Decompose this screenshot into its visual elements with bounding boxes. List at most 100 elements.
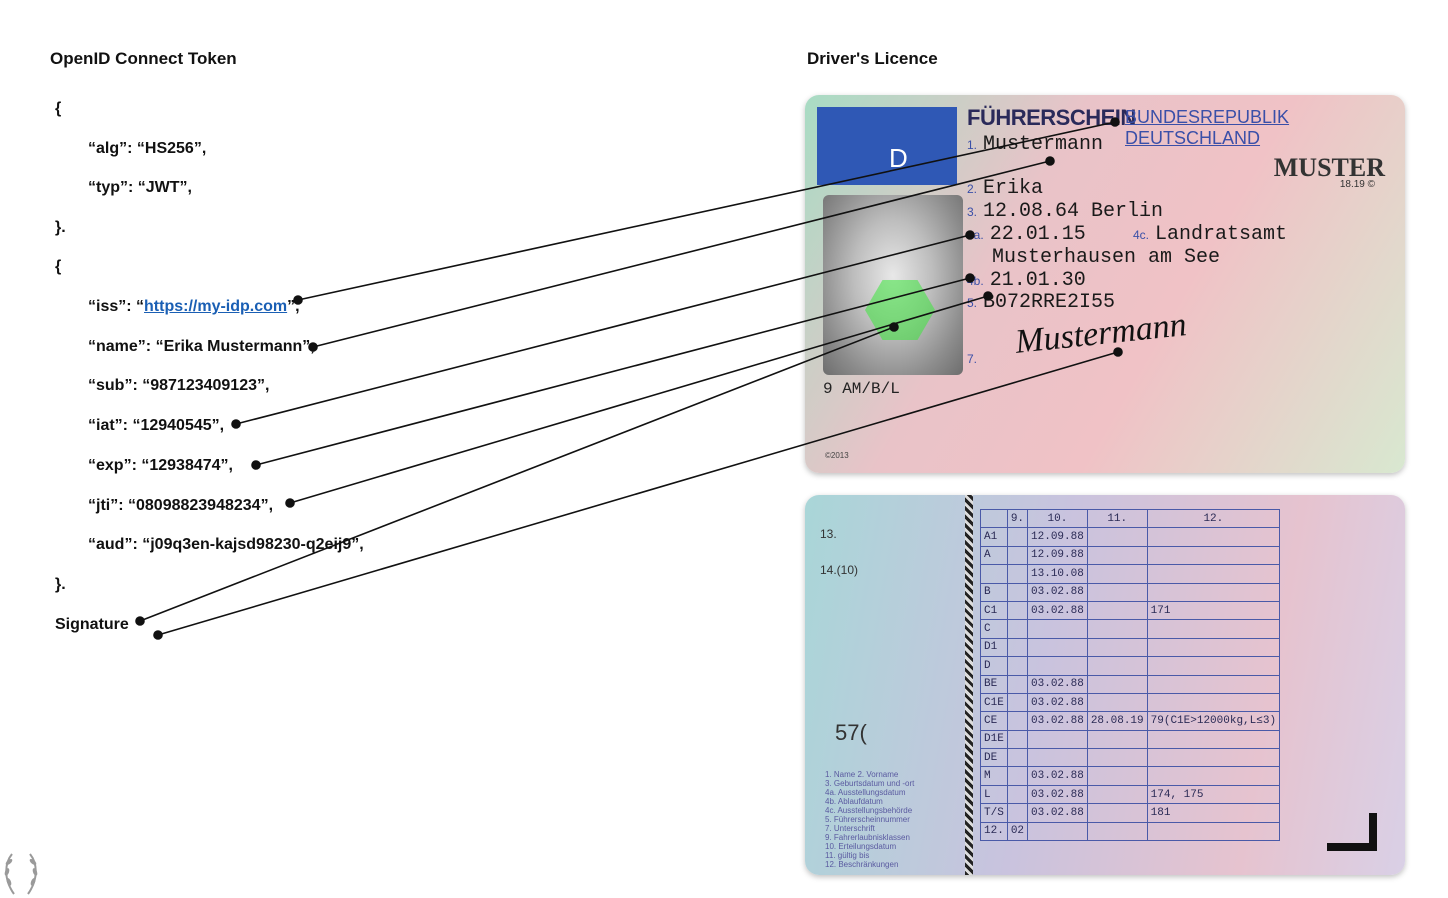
table-row: C1 03.02.88 171 [980,600,1281,621]
table-row: B 03.02.88 [980,582,1281,602]
token-brace-close-header: }. [55,219,66,236]
table-row: DE [980,748,1281,768]
token-heading: OpenID Connect Token [50,49,237,68]
field-surname: 1. Mustermann [967,133,1103,156]
connector-dot [308,342,318,352]
token-signature: Signature [55,616,129,633]
table-row: M 03.02.88 [980,766,1281,786]
field-signature-label: 7. [967,347,983,370]
muster-stamp: MUSTER [1273,153,1385,182]
field-authority: 4c. Landratsamt [1133,223,1287,246]
token-name: “name”: “Erika Mustermann”, [88,338,315,355]
table-cell: 79(C1E>12000kg,L≤3) [1146,711,1281,731]
licence-heading: Driver's Licence [807,49,938,68]
connector-dot [965,273,975,283]
field-birth: 3. 12.08.64 Berlin [967,200,1163,223]
connector-dot [965,230,975,240]
field-value: 21.01.30 [989,269,1086,292]
table-row: A 12.09.88 [980,545,1281,566]
back-security-strip [965,495,973,875]
table-header-row: 9. 10. 11. 12. [980,508,1281,529]
table-cell: 03.02.88 [1027,582,1088,602]
connector-signature-photo [139,326,895,622]
field-value: Landratsamt [1155,223,1288,246]
connector-dot [135,616,145,626]
field-num: 4c. [1133,228,1150,242]
licence-title: FÜHRERSCHEIN [967,105,1136,130]
table-cell: 03.02.88 [1027,803,1088,823]
token-iss-link[interactable]: https://my-idp.com [144,298,288,315]
legend-line: 10. Erteilungsdatum [825,842,897,851]
connector-iss [297,121,1116,301]
field-num: 2. [967,182,978,196]
legend-line: 4a. Ausstellungsdatum [825,788,906,797]
legend-line: 4b. Ablaufdatum [825,797,883,806]
table-row: C [980,619,1281,639]
connector-dot [285,498,295,508]
field-num: 3. [967,205,978,219]
connector-dot [983,291,993,301]
legend-line: 3. Geburtsdatum und -ort [825,779,915,788]
table-cell: 03.02.88 [1027,766,1088,786]
laurel-logo-icon [4,853,38,895]
field-num: 7. [967,352,978,366]
back-code-icon [1327,813,1377,851]
connector-dot [1045,156,1055,166]
back-stamp: 57( [835,720,867,745]
legend-line: 7. Unterschrift [825,824,875,833]
connector-dot [293,295,303,305]
legend-line: 11. gültig bis [825,851,870,860]
licence-class-table: 9. 10. 11. 12. A1 12.09.88 A 12.09.88 13.10.08 B 0… [980,508,1281,842]
table-cell: 12.09.88 [1027,545,1088,566]
table-row: L 03.02.88 174, 175 [980,784,1281,805]
table-cell: CE [980,711,1008,731]
eu-country-letter: D [889,143,908,173]
token-sub: “sub”: “987123409123”, [88,377,270,394]
table-cell: 02 [1006,821,1029,842]
field-value: B072RRE2I55 [983,291,1116,314]
token-typ: “typ”: “JWT”, [88,179,192,196]
connector-dot [889,322,899,332]
token-iat: “iat”: “12940545”, [88,417,225,434]
back-label-14: 14.(10) [820,563,859,577]
table-cell: A1 [980,527,1008,547]
connector-dot [153,630,163,640]
token-jti: “jti”: “08098823948234”, [88,497,274,514]
field-value: 12.08.64 Berlin [983,200,1164,223]
connector-signature-sig [157,351,1119,636]
table-header-cell: 9. [1006,508,1029,529]
connector-dot [1110,117,1120,127]
legend-line: 4c. Ausstellungsbehörde [825,806,913,815]
field-num: 1. [967,138,978,152]
legend-line: 9. Fahrerlaubnisklassen [825,833,910,842]
field-licence-number: 5. B072RRE2I55 [967,291,1115,314]
table-cell: C1 [980,600,1008,621]
table-row: 12. 02 [980,821,1281,842]
token-iss: “iss”: “https://my-idp.com”, [88,298,300,316]
connector-exp [255,277,971,466]
legend-line: 12. Beschränkungen [825,860,899,869]
connector-jti [289,295,989,504]
legend-line: 5. Führerscheinnummer [825,815,910,824]
token-brace-close-payload: }. [55,576,66,593]
table-cell [1146,821,1281,842]
table-row: D [980,656,1281,676]
token-iss-key: “iss”: “ [88,298,145,315]
connector-iat [235,234,971,425]
field-value: Mustermann [983,133,1104,156]
table-cell: D1E [980,729,1008,750]
muster-sub: 18.19 © [1339,179,1375,190]
back-legend: 1. Name 2. Vorname 3. Geburtsdatum und -o… [825,770,914,869]
field-given-name: 2. Erika [967,177,1043,200]
token-exp: “exp”: “12938474”, [88,457,233,474]
field-value: 22.01.15 [989,223,1086,246]
connector-name [312,160,1051,348]
connector-dot [231,419,241,429]
field-authority-cont: Musterhausen am See [992,246,1221,269]
table-row: D1E [980,729,1281,750]
table-row: A1 12.09.88 [980,527,1281,547]
table-cell: 03.02.88 [1027,711,1088,731]
field-value: Erika [983,177,1044,200]
connector-dot [251,460,261,470]
